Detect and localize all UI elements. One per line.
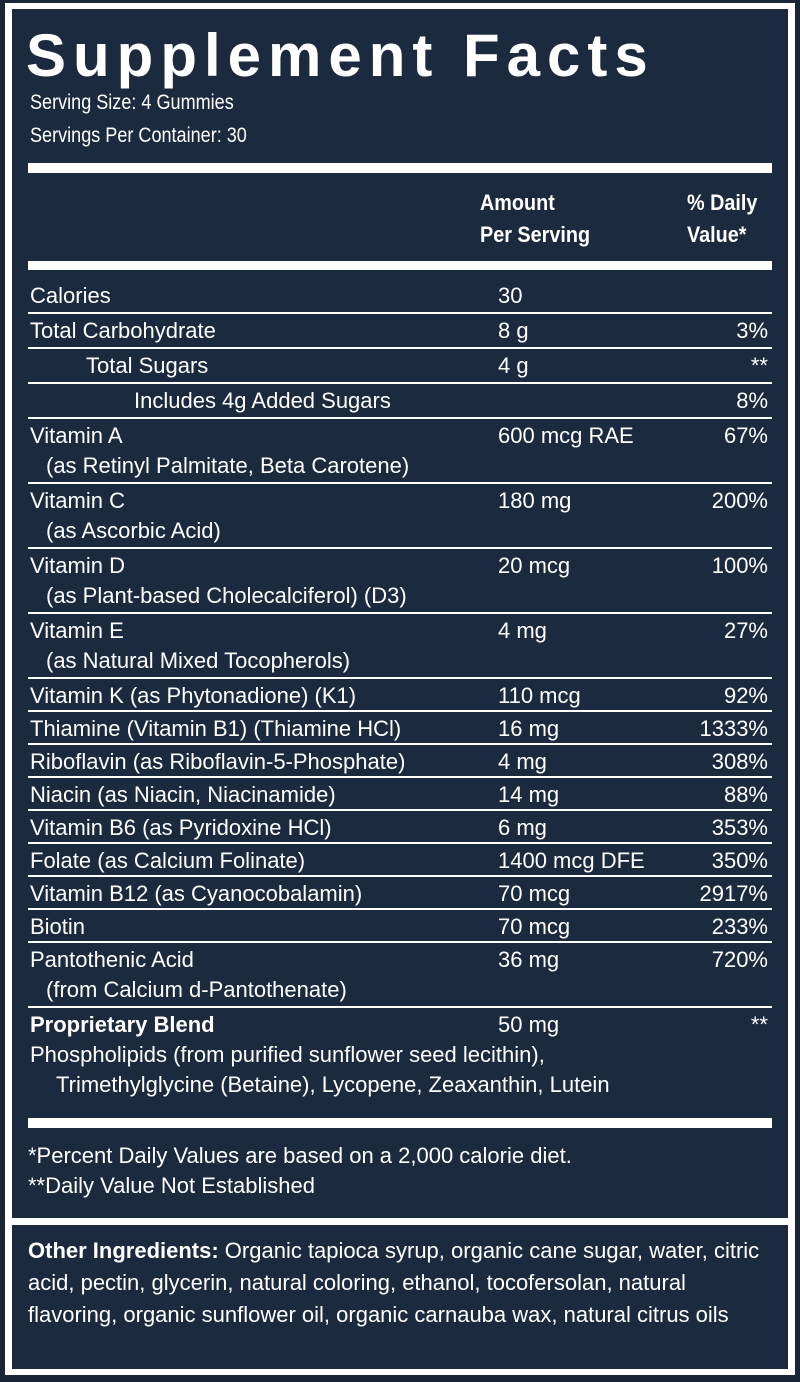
nutrient-name: Vitamin B6 (as Pyridoxine HCl)	[30, 815, 332, 840]
nutrient-source: (as Ascorbic Acid)	[46, 518, 221, 543]
nutrient-daily-value: 200%	[711, 488, 768, 513]
nutrient-daily-value: 308%	[711, 749, 768, 774]
nutrient-row: Riboflavin (as Riboflavin-5-Phosphate) 4 …	[28, 745, 772, 778]
nutrient-daily-value: 88%	[723, 782, 768, 807]
nutrient-daily-value: 92%	[723, 683, 768, 708]
nutrient-name: Vitamin C	[30, 488, 125, 513]
nutrient-row: Vitamin D (as Plant-based Cholecalciferol…	[28, 549, 772, 614]
divider-thick	[28, 163, 772, 173]
nutrient-amount: 14 mg	[498, 782, 560, 807]
nutrient-name: Vitamin K (as Phytonadione) (K1)	[30, 683, 357, 708]
nutrient-amount: 4 g	[498, 353, 529, 378]
nutrient-name: Calories	[30, 283, 111, 308]
other-ingredients-panel: Other Ingredients: Organic tapioca syrup…	[12, 1225, 788, 1369]
blend-ingredients-line: Trimethylglycine (Betaine), Lycopene, Ze…	[56, 1072, 610, 1097]
nutrient-name: Folate (as Calcium Folinate)	[30, 848, 306, 873]
blend-name: Proprietary Blend	[30, 1012, 215, 1037]
nutrient-daily-value: **	[750, 353, 768, 378]
panel-title: Supplement Facts	[26, 22, 655, 89]
nutrient-row: Vitamin B6 (as Pyridoxine HCl) 6 mg 353%	[28, 811, 772, 844]
nutrient-daily-value: 27%	[723, 618, 768, 643]
nutrient-name: Includes 4g Added Sugars	[134, 388, 391, 413]
other-ingredients-text: Organic tapioca syrup, organic cane suga…	[28, 1238, 760, 1327]
nutrient-daily-value: 1333%	[699, 716, 768, 741]
nutrient-amount: 1400 mcg DFE	[498, 848, 645, 873]
nutrient-table: Calories 30 Total Carbohydrate 8 g 3% Total S…	[28, 279, 772, 1101]
nutrient-row: Pantothenic Acid (from Calcium d-Pantothe…	[28, 943, 772, 1008]
nutrient-source: (from Calcium d-Pantothenate)	[46, 977, 347, 1002]
nutrient-name: Total Sugars	[86, 353, 209, 378]
nutrient-row: Thiamine (Vitamin B1) (Thiamine HCl) 16 m…	[28, 712, 772, 745]
proprietary-blend-row: Proprietary Blend 50 mg ** Phospholipids…	[28, 1008, 772, 1101]
nutrient-daily-value: 720%	[711, 947, 768, 972]
nutrient-row: Vitamin E (as Natural Mixed Tocopherols) 4…	[28, 614, 772, 679]
nutrient-amount: 4 mg	[498, 749, 547, 774]
serving-size: Serving Size: 4 Gummies	[30, 91, 234, 114]
divider-thick	[28, 1118, 772, 1128]
daily-value-header: % Daily Value*	[687, 190, 758, 247]
nutrient-source: (as Retinyl Palmitate, Beta Carotene)	[46, 453, 410, 478]
footnotes: *Percent Daily Values are based on a 2,0…	[28, 1141, 572, 1201]
nutrient-daily-value: 353%	[711, 815, 768, 840]
nutrient-daily-value: 350%	[711, 848, 768, 873]
nutrient-amount: 8 g	[498, 318, 529, 343]
nutrient-daily-value: 3%	[736, 318, 768, 343]
nutrient-row: Total Carbohydrate 8 g 3%	[28, 314, 772, 349]
nutrient-name: Vitamin B12 (as Cyanocobalamin)	[30, 881, 363, 906]
other-ingredients-label: Other Ingredients:	[28, 1238, 219, 1263]
nutrient-name: Vitamin D	[30, 553, 125, 578]
nutrient-name: Pantothenic Acid	[30, 947, 194, 972]
nutrient-name: Vitamin A	[30, 423, 123, 448]
nutrient-row: Vitamin A (as Retinyl Palmitate, Beta Car…	[28, 419, 772, 484]
nutrient-amount: 6 mg	[498, 815, 547, 840]
nutrient-row: Vitamin B12 (as Cyanocobalamin) 70 mcg 291…	[28, 877, 772, 910]
nutrient-row: Total Sugars 4 g **	[28, 349, 772, 384]
footnote-daily-value: *Percent Daily Values are based on a 2,0…	[28, 1143, 572, 1168]
nutrient-name: Total Carbohydrate	[30, 318, 216, 343]
nutrient-amount: 30	[498, 283, 523, 308]
nutrient-daily-value: 233%	[711, 914, 768, 939]
divider-thick	[28, 261, 772, 270]
nutrient-amount: 70 mcg	[498, 881, 571, 906]
nutrient-row: Folate (as Calcium Folinate) 1400 mcg DFE…	[28, 844, 772, 877]
nutrient-daily-value: 100%	[711, 553, 768, 578]
nutrient-amount: 600 mcg RAE	[498, 423, 634, 448]
nutrient-name: Riboflavin (as Riboflavin-5-Phosphate)	[30, 749, 406, 774]
nutrient-name: Thiamine (Vitamin B1) (Thiamine HCl)	[30, 716, 402, 741]
nutrient-amount: 16 mg	[498, 716, 560, 741]
nutrient-amount: 20 mcg	[498, 553, 571, 578]
nutrient-row: Includes 4g Added Sugars 8%	[28, 384, 772, 419]
nutrient-daily-value: 8%	[736, 388, 768, 413]
nutrient-amount: 70 mcg	[498, 914, 571, 939]
nutrient-row: Vitamin K (as Phytonadione) (K1) 110 mcg 9…	[28, 679, 772, 712]
nutrient-daily-value: 2917%	[699, 881, 768, 906]
blend-amount: 50 mg	[498, 1012, 560, 1037]
blend-ingredients-line: Phospholipids (from purified sunflower s…	[30, 1042, 545, 1067]
footnote-not-established: **Daily Value Not Established	[28, 1173, 315, 1198]
blend-daily-value: **	[750, 1012, 768, 1037]
amount-header: Amount Per Serving	[480, 190, 591, 247]
nutrient-row: Niacin (as Niacin, Niacinamide) 14 mg 88%	[28, 778, 772, 811]
nutrient-source: (as Natural Mixed Tocopherols)	[46, 648, 351, 673]
nutrient-amount: 110 mcg	[498, 683, 581, 708]
nutrient-daily-value: 67%	[723, 423, 768, 448]
nutrient-name: Vitamin E	[30, 618, 124, 643]
nutrient-row: Biotin 70 mcg 233%	[28, 910, 772, 943]
nutrient-name: Niacin (as Niacin, Niacinamide)	[30, 782, 336, 807]
nutrient-amount: 4 mg	[498, 618, 547, 643]
nutrient-row: Calories 30	[28, 279, 772, 314]
nutrient-row: Vitamin C (as Ascorbic Acid) 180 mg 200%	[28, 484, 772, 549]
nutrient-amount: 36 mg	[498, 947, 560, 972]
nutrient-name: Biotin	[30, 914, 86, 939]
nutrient-amount: 180 mg	[498, 488, 572, 513]
supplement-facts-panel: Supplement Facts Serving Size: 4 Gummies…	[12, 9, 788, 1218]
servings-per-container: Servings Per Container: 30	[30, 124, 247, 147]
nutrient-source: (as Plant-based Cholecalciferol) (D3)	[46, 583, 407, 608]
